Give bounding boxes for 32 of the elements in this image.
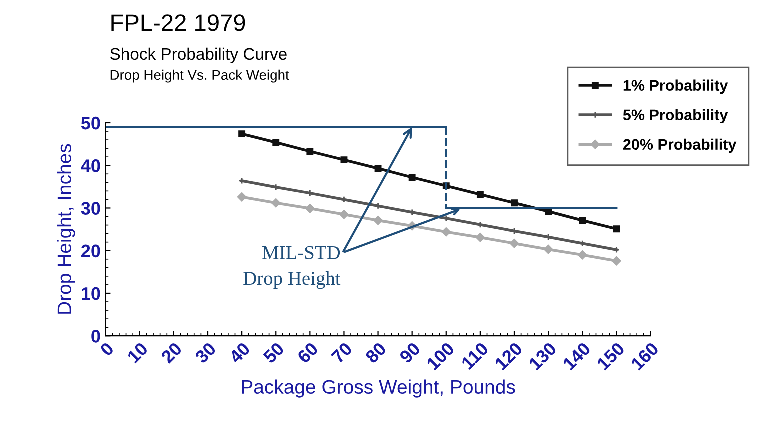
legend-label: 5% Probability xyxy=(623,109,728,124)
x-tick-label: 130 xyxy=(528,342,558,371)
x-axis-title: Package Gross Weight, Pounds xyxy=(242,380,516,398)
y-tick-label: 40 xyxy=(81,160,100,172)
x-tick-label: 160 xyxy=(630,342,660,371)
x-tick-label: 20 xyxy=(160,342,183,364)
y-tick-label: 50 xyxy=(81,116,100,130)
x-tick-label: 80 xyxy=(364,342,388,364)
x-tick-label: 120 xyxy=(494,342,524,371)
y-axis-title: Drop Height, Inches xyxy=(57,144,76,314)
x-tick-label: 0 xyxy=(100,342,115,357)
text: Drop Height Vs. Pack Weight xyxy=(110,70,290,83)
chart-subtitle: Shock Probability Curve xyxy=(110,48,287,64)
x-tick-label: 110 xyxy=(460,342,490,370)
annotation: MIL-STD Drop Height xyxy=(244,246,341,290)
legend-label: 1% Probability xyxy=(624,80,728,94)
x-tick-label: 150 xyxy=(596,342,626,371)
x-tick-label: 30 xyxy=(194,342,217,364)
x-tick-label: 140 xyxy=(562,342,592,371)
x-tick-label: 100 xyxy=(426,342,456,371)
x-tick-label: 60 xyxy=(296,342,320,364)
y-tick-label: 30 xyxy=(81,202,100,215)
y-tick-label: 10 xyxy=(82,287,100,300)
legend-label: 20% Probability xyxy=(623,138,737,154)
chart-title: FPL-22 1979 xyxy=(112,14,246,32)
x-tick-label: 40 xyxy=(228,342,251,364)
y-tick-label: 20 xyxy=(82,244,100,258)
y-tick-label: 0 xyxy=(92,330,100,343)
x-tick-label: 70 xyxy=(330,342,354,364)
x-tick-label: 10 xyxy=(126,342,149,364)
x-tick-label: 90 xyxy=(398,342,422,364)
x-tick-label: 50 xyxy=(262,342,285,364)
